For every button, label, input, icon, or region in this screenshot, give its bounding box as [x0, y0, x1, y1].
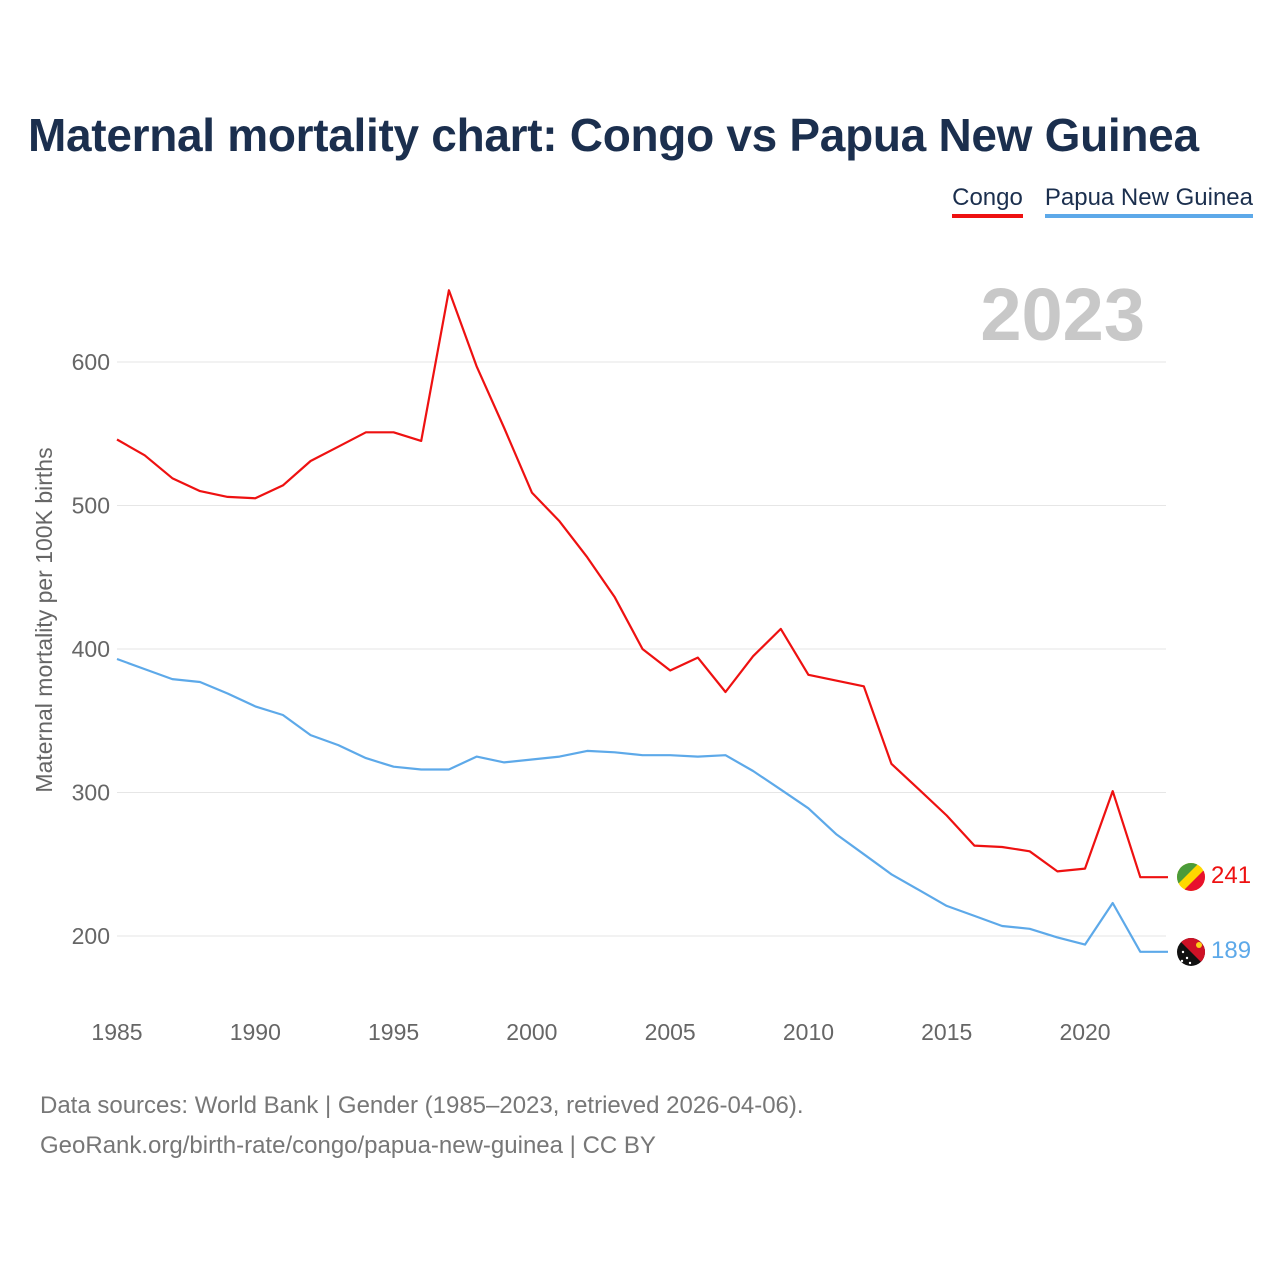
x-tick-label: 2015 — [921, 1019, 972, 1045]
congo-flag-icon — [1177, 863, 1205, 891]
legend: Congo Papua New Guinea — [952, 184, 1253, 218]
congo-end-value: 241 — [1211, 862, 1251, 889]
grid-lines — [117, 361, 1166, 937]
papua-new-guinea-flag-icon — [1177, 938, 1205, 966]
png-end-value: 189 — [1211, 937, 1251, 964]
y-axis-ticks: 200 300 400 500 600 — [72, 349, 110, 949]
footer: Data sources: World Bank | Gender (1985–… — [40, 1086, 804, 1166]
legend-item-congo[interactable]: Congo — [952, 184, 1023, 218]
series-lines — [116, 289, 1168, 953]
legend-item-papua-new-guinea[interactable]: Papua New Guinea — [1044, 184, 1253, 218]
x-tick-label: 2005 — [645, 1019, 696, 1045]
year-watermark: 2023 — [980, 273, 1145, 356]
footer-sources: Data sources: World Bank | Gender (1985–… — [40, 1092, 804, 1119]
end-markers: 241 189 — [1177, 862, 1251, 966]
y-tick-label: 500 — [72, 493, 110, 519]
y-axis-label: Maternal mortality per 100K births — [31, 447, 57, 792]
y-tick-label: 400 — [72, 636, 110, 662]
x-tick-label: 1990 — [230, 1019, 281, 1045]
x-tick-label: 2020 — [1059, 1019, 1110, 1045]
x-tick-label: 2000 — [506, 1019, 557, 1045]
footer-attribution[interactable]: GeoRank.org/birth-rate/congo/papua-new-g… — [40, 1132, 656, 1159]
x-axis-ticks: 1985 1990 1995 2000 2005 2010 2015 2020 — [91, 1019, 1110, 1045]
x-tick-label: 1985 — [91, 1019, 142, 1045]
x-tick-label: 2010 — [783, 1019, 834, 1045]
y-tick-label: 600 — [72, 349, 110, 375]
y-tick-label: 200 — [72, 923, 110, 949]
chart-title: Maternal mortality chart: Congo vs Papua… — [28, 109, 1199, 161]
congo-line[interactable] — [116, 289, 1168, 879]
y-tick-label: 300 — [72, 780, 110, 806]
x-tick-label: 1995 — [368, 1019, 419, 1045]
papua-new-guinea-line[interactable] — [116, 657, 1168, 953]
